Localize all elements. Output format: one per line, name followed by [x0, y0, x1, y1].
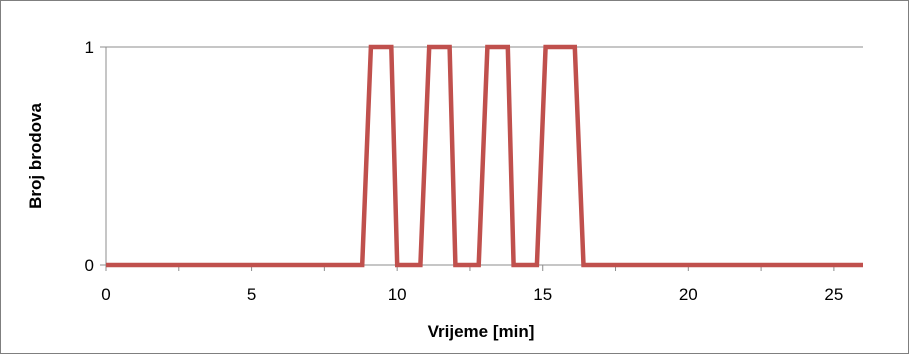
series-line-0: [106, 44, 863, 268]
y-tick-label-0: 0: [85, 256, 94, 275]
tick-labels: 010 5 10 15 20 25: [85, 38, 844, 304]
y-tick-label-1: 1: [85, 38, 94, 57]
x-tick-label-5: 25: [824, 285, 843, 304]
x-axis-title: Vrijeme [min]: [428, 322, 535, 341]
x-tick-label-1: 5: [247, 285, 256, 304]
y-axis-title: Broj brodova: [26, 103, 45, 209]
x-tick-label-3: 15: [533, 285, 552, 304]
x-tick-label-2: 10: [388, 285, 407, 304]
series-layer: [106, 44, 863, 268]
x-tick-label-0: 0: [101, 285, 110, 304]
x-tick-label-4: 20: [679, 285, 698, 304]
